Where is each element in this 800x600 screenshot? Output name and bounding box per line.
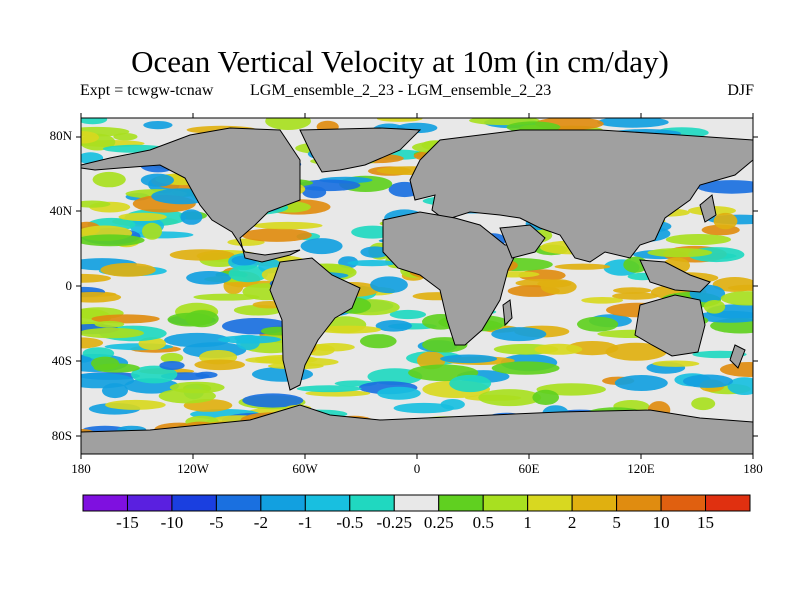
colorbar-swatch	[393, 494, 440, 512]
lon-label-120w: 120W	[177, 461, 210, 476]
axis-ticks	[76, 113, 758, 459]
colorbar-swatch	[482, 494, 529, 512]
colorbar-label: -0.5	[336, 513, 363, 532]
lon-label-180e: 180	[743, 461, 763, 476]
lon-label-120e: 120E	[627, 461, 655, 476]
lat-label-0: 0	[66, 278, 73, 293]
colorbar-label: 15	[697, 513, 714, 532]
colorbar-swatch	[527, 494, 573, 512]
colorbar-label: 10	[653, 513, 670, 532]
land-north-america	[81, 127, 301, 263]
colorbar	[82, 494, 751, 512]
colorbar-label: -2	[254, 513, 268, 532]
colorbar-swatch	[571, 494, 618, 512]
land-australia	[634, 294, 706, 357]
season-label: DJF	[727, 82, 754, 99]
land-south-america	[269, 257, 361, 391]
lon-label-60w: 60W	[292, 461, 318, 476]
land-madagascar	[502, 299, 513, 327]
colorbar-labels: -15 -10 -5 -2 -1 -0.5 -0.25 0.25 0.5 1 2 5 10 15	[116, 513, 714, 532]
land-eurasia	[409, 129, 753, 263]
colorbar-swatch	[126, 494, 173, 512]
colorbar-swatch	[82, 494, 128, 512]
lat-label-40s: 40S	[52, 353, 72, 368]
lat-label-80s: 80S	[52, 428, 72, 443]
colorbar-label: -5	[209, 513, 223, 532]
colorbar-label: 2	[568, 513, 577, 532]
colorbar-swatch	[616, 494, 662, 512]
colorbar-swatch	[171, 494, 217, 512]
colorbar-label: -0.25	[377, 513, 412, 532]
experiment-label: Expt = tcwgw-tcnaw	[80, 82, 214, 99]
lon-label-180w: 180	[71, 461, 91, 476]
land-japan	[699, 194, 717, 223]
colorbar-swatch	[260, 494, 306, 512]
land-greenland	[299, 127, 422, 173]
colorbar-swatch	[705, 494, 751, 512]
colorbar-label: 0.25	[424, 513, 454, 532]
lat-label-80n: 80N	[50, 128, 73, 143]
land-arabia	[499, 224, 546, 259]
colorbar-label: -1	[298, 513, 312, 532]
colorbar-swatch	[660, 494, 707, 512]
lon-label-0: 0	[414, 461, 421, 476]
land-new-zealand	[729, 344, 746, 369]
colorbar-swatch	[349, 494, 395, 512]
lat-label-40n: 40N	[50, 203, 73, 218]
colorbar-label: -10	[161, 513, 184, 532]
colorbar-label: 0.5	[473, 513, 494, 532]
lon-label-60e: 60E	[519, 461, 540, 476]
colorbar-swatch	[215, 494, 262, 512]
ensemble-label: LGM_ensemble_2_23 - LGM_ensemble_2_23	[250, 82, 552, 99]
land-antarctica	[81, 404, 753, 454]
colorbar-label: -15	[116, 513, 139, 532]
colorbar-label: 1	[523, 513, 532, 532]
colorbar-swatch	[304, 494, 351, 512]
colorbar-label: 5	[612, 513, 621, 532]
land-southeast-asia	[639, 259, 711, 293]
land-africa	[382, 211, 521, 346]
colorbar-swatch	[438, 494, 484, 512]
map-title: Ocean Vertical Velocity at 10m (in cm/da…	[131, 44, 669, 79]
land-masses	[81, 127, 753, 454]
